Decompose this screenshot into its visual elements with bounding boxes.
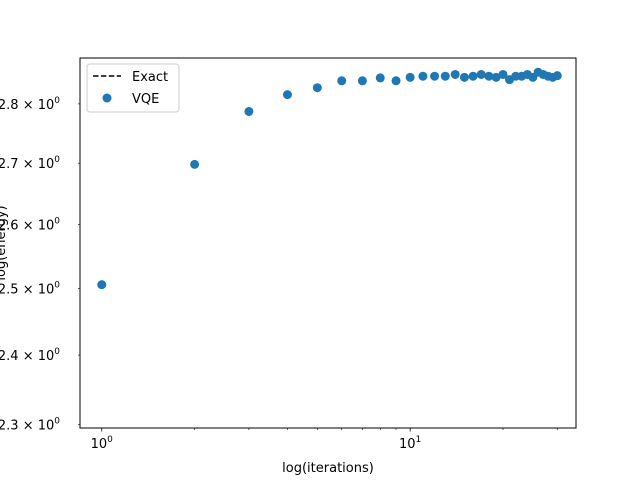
legend: Exact VQE [86,63,180,113]
y-ticks: 2.3 × 100 2.4 × 100 2.5 × 100 2.6 × 100 2.7 … [0,96,80,433]
y-axis-label: log(energy) [0,205,9,280]
vqe-data-point [491,72,501,82]
y-tick-label: 2.5 × 100 [0,281,60,298]
vqe-data-point [459,72,469,82]
y-tick-label: 2.3 × 100 [0,416,60,433]
vqe-data-point [375,73,385,83]
legend-vqe-marker [102,93,112,103]
vqe-data-point [357,76,367,86]
vqe-data-point [337,76,347,86]
vqe-data-point [312,83,322,93]
y-tick-label: 2.7 × 100 [0,155,60,172]
legend-exact-label: Exact [132,70,168,85]
vqe-data-point [97,280,107,290]
vqe-data-point [468,71,478,81]
data-points [97,67,562,290]
y-tick-label: 2.4 × 100 [0,347,60,364]
vqe-data-point [391,76,401,86]
plot-area-frame [79,57,577,429]
vqe-data-point [244,106,254,116]
vqe-data-point [440,71,450,81]
vqe-data-point [484,71,494,81]
x-tick-label: 101 [399,435,421,452]
vqe-data-point [282,90,292,100]
vqe-data-point [498,69,508,79]
y-tick-label: 2.6 × 100 [0,217,60,234]
vqe-data-point [430,71,440,81]
y-tick-label: 2.8 × 100 [0,96,60,113]
vqe-data-point [476,69,486,79]
vqe-data-point [450,69,460,79]
vqe-data-point [190,159,200,169]
vqe-data-point [552,71,562,81]
legend-vqe-label: VQE [132,92,159,107]
x-tick-label: 100 [91,435,114,452]
vqe-data-point [418,71,428,81]
vqe-data-point [405,72,415,82]
x-axis-label: log(iterations) [282,461,374,476]
x-ticks: 100 101 [91,428,558,452]
